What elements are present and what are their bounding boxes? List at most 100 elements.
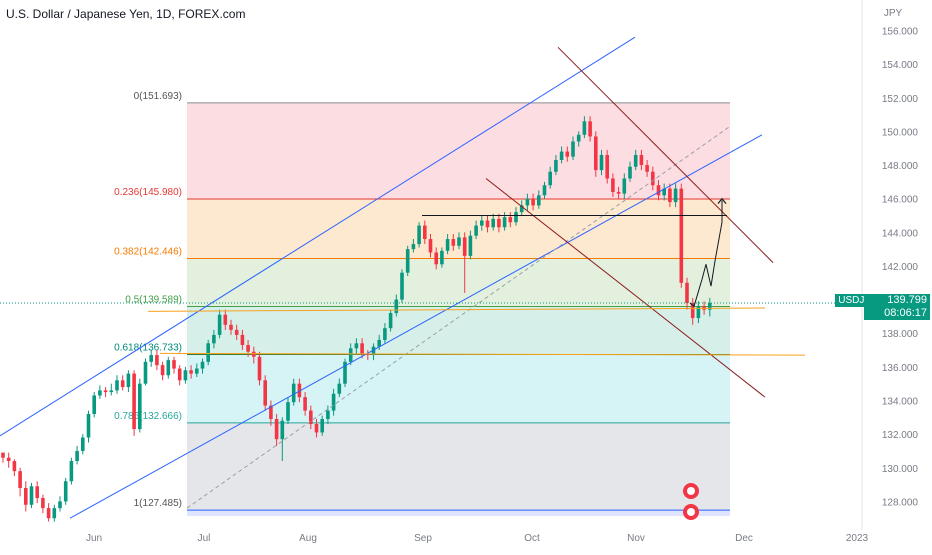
candle-body	[708, 302, 712, 310]
candle-body	[645, 165, 649, 172]
candle-body	[343, 361, 347, 384]
candle-body	[428, 239, 433, 253]
candle-body	[474, 225, 478, 236]
candle-body	[229, 324, 233, 330]
currency-label: JPY	[884, 8, 903, 19]
fib-zone	[187, 306, 730, 355]
candle-body	[126, 373, 131, 388]
candle-body	[576, 134, 581, 142]
descending-channel-lower	[485, 178, 766, 398]
candle-body	[685, 282, 689, 303]
candle-body	[662, 188, 666, 196]
candle-body	[417, 225, 421, 245]
y-tick-label: 152.000	[882, 94, 919, 105]
fib-label: 0.382(142.446)	[114, 246, 182, 257]
fib-label: 0.236(145.980)	[114, 187, 182, 198]
bar-countdown: 08:06:17	[884, 307, 927, 319]
y-tick-label: 156.000	[882, 27, 919, 38]
candle-body	[303, 397, 307, 411]
candle-body	[491, 218, 495, 228]
fib-zone	[187, 422, 730, 511]
candle-body	[189, 370, 193, 374]
candle-body	[195, 368, 199, 374]
candle-body	[571, 141, 575, 157]
candle-body	[354, 343, 359, 349]
y-tick-label: 130.000	[882, 464, 919, 475]
candle-body	[149, 355, 153, 362]
candle-body	[480, 220, 484, 226]
candle-body	[297, 383, 302, 398]
candle-body	[611, 178, 615, 192]
y-tick-label: 150.000	[882, 127, 919, 138]
candle-body	[234, 329, 239, 335]
candle-body	[696, 306, 701, 319]
candle-body	[63, 481, 68, 502]
candle-body	[462, 237, 467, 256]
candle-body	[24, 487, 28, 505]
candle-body	[348, 348, 353, 362]
fib-label: 0.786(132.666)	[114, 411, 182, 422]
candle-body	[548, 171, 552, 186]
candle-body	[314, 424, 319, 433]
y-tick-label: 154.000	[882, 60, 919, 71]
candle-body	[485, 220, 490, 228]
descending-channel-upper	[557, 46, 774, 263]
candle-body	[138, 383, 142, 430]
candle-body	[212, 334, 216, 344]
candle-body	[537, 195, 541, 206]
candle-body	[86, 413, 91, 438]
fib-zone	[187, 102, 730, 200]
candle-body	[383, 328, 387, 340]
candle-body	[594, 136, 598, 171]
candle-body	[559, 151, 564, 160]
candle-body	[246, 345, 250, 352]
x-tick-label: Dec	[735, 533, 753, 544]
candle-body	[263, 380, 267, 406]
candle-body	[337, 383, 342, 394]
candle-body	[371, 346, 376, 356]
candle-body	[434, 252, 438, 265]
candle-body	[497, 218, 501, 228]
fib-label: 0(151.693)	[134, 91, 182, 102]
fib-label: 0.618(136.733)	[114, 343, 182, 354]
candle-body	[41, 498, 45, 509]
candle-body	[673, 188, 678, 203]
candle-body	[200, 361, 205, 369]
candle-body	[377, 339, 381, 347]
candle-body	[309, 410, 313, 425]
candle-body	[177, 368, 182, 381]
candle-body	[18, 471, 22, 488]
candle-body	[405, 249, 410, 273]
candle-body	[656, 185, 661, 196]
x-tick-label: Sep	[414, 533, 432, 544]
candle-body	[605, 154, 609, 179]
candle-body	[639, 154, 644, 166]
last-price-badge: 139.799 08:06:17	[864, 294, 930, 320]
candle-body	[554, 160, 558, 172]
candle-body	[1, 452, 5, 458]
last-price: 139.799	[887, 294, 927, 306]
support-line-upper	[147, 307, 766, 312]
x-tick-label: 2023	[846, 533, 869, 544]
candle-body	[690, 302, 695, 319]
candle-body	[52, 508, 57, 519]
candle-body	[508, 217, 513, 223]
candle-body	[519, 205, 524, 213]
candle-body	[411, 244, 416, 250]
candle-body	[46, 508, 51, 519]
candle-body	[58, 501, 62, 509]
candle-body	[326, 410, 330, 419]
candle-body	[445, 239, 450, 251]
fib-label: 0.5(139.589)	[125, 295, 182, 306]
fib-zone	[187, 258, 730, 307]
x-tick-label: Jul	[198, 533, 211, 544]
candle-body	[166, 360, 171, 376]
support-line-lower	[159, 352, 806, 356]
median-line	[186, 125, 731, 509]
channel-upper-line	[0, 36, 636, 437]
candle-body	[223, 314, 228, 325]
candle-body	[502, 217, 507, 228]
candle-body	[286, 402, 290, 421]
